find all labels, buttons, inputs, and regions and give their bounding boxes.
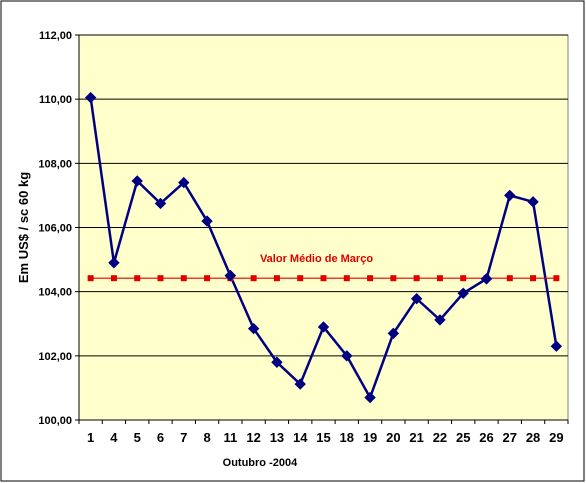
data-point [201,215,213,227]
x-tick-label: 1 [87,430,94,445]
data-point [364,391,376,404]
data-point [480,273,493,285]
data-point [84,91,97,104]
x-tick-label: 19 [363,430,377,445]
data-point [506,275,513,282]
x-tick-label: 6 [157,430,164,445]
data-point [297,275,304,282]
grid-lines [79,34,568,357]
x-tick-label: 26 [479,430,493,445]
y-tick-label: 108,00 [38,158,72,170]
data-point [320,275,327,282]
data-point [367,275,374,282]
y-axis-title: Em US$ / sc 60 kg [16,172,31,283]
data-point [134,275,141,282]
data-point [553,275,560,282]
x-tick-label: 15 [316,430,330,445]
data-point [180,275,187,282]
data-point [87,275,94,282]
x-tick-label: 29 [549,430,563,445]
x-tick-label: 7 [180,430,187,445]
x-tick-label: 14 [293,430,308,445]
data-point [224,269,237,282]
x-tick-label: 11 [223,430,237,445]
x-tick-label: 25 [456,430,470,445]
x-axis-title: Outubro -2004 [223,457,298,469]
x-tick-label: 27 [503,430,517,445]
x-axis: 1 4 5 6 7 8 11 12 13 14 15 18 19 20 21 22 25 26 27 28 29 [78,419,569,445]
data-point [457,287,469,299]
data-point [343,275,350,282]
data-point [250,275,257,282]
y-tick-label: 106,00 [38,223,72,235]
y-axis: 100,00 102,00 104,00 106,00 108,00 110,00 112,… [38,30,80,427]
data-point [410,293,423,305]
data-point [271,356,283,368]
data-point [530,275,537,282]
data-point [108,257,120,269]
x-tick-label: 8 [203,430,210,445]
data-point [550,340,563,352]
data-point [341,350,353,362]
data-point [110,275,117,282]
data-point [527,196,539,208]
data-point [436,275,443,282]
x-tick-label: 20 [386,430,400,445]
data-point [294,378,306,390]
data-point [204,275,211,282]
average-annotation: Valor Médio de Março [260,253,373,265]
data-point [273,275,280,282]
x-tick-label: 18 [340,430,354,445]
data-point [434,314,446,326]
data-point [154,197,167,210]
y-tick-label: 102,00 [38,351,72,363]
x-tick-label: 28 [526,430,540,445]
series-layer [84,91,563,404]
data-point [178,176,190,189]
y-tick-label: 104,00 [38,287,72,299]
data-point [157,275,164,282]
data-point [413,275,420,282]
data-point [504,189,516,202]
data-point [247,322,260,335]
y-tick-label: 100,00 [38,415,72,427]
x-tick-label: 4 [110,430,118,445]
y-tick-label: 110,00 [39,94,72,106]
data-point [131,175,143,187]
data-point [460,275,467,282]
x-tick-label: 13 [270,430,284,445]
x-tick-label: 12 [246,430,260,445]
data-point [390,275,397,282]
y-tick-label: 112,00 [39,30,72,42]
x-tick-label: 22 [433,430,447,445]
x-tick-label: 5 [134,430,141,445]
data-point [387,327,400,340]
data-point [317,321,330,333]
x-tick-label: 21 [409,430,423,445]
